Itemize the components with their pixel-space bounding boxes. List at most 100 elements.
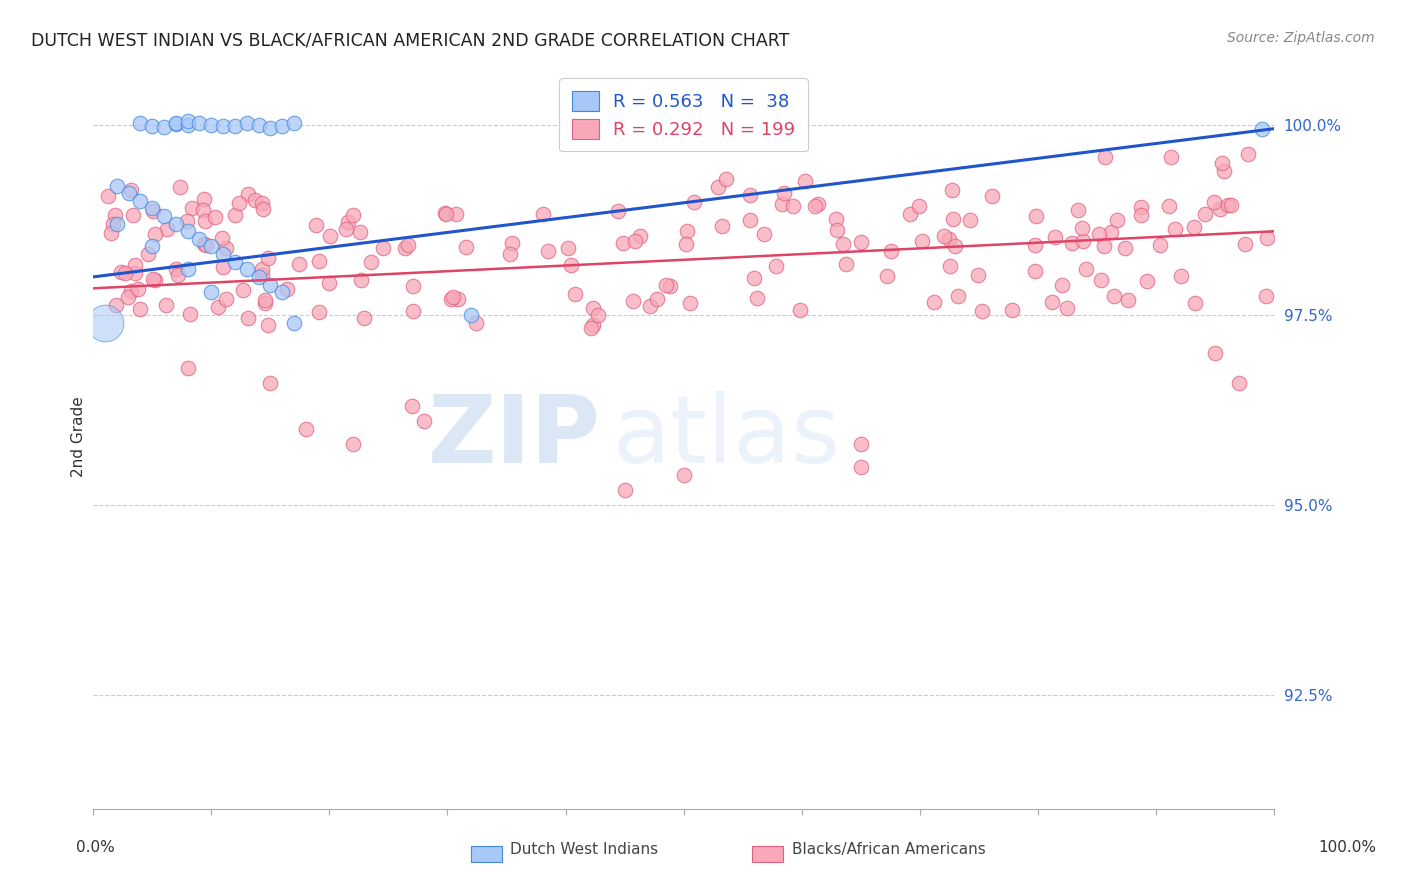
Point [1074,261,1097,276]
Point [794,174,817,188]
Point [441,290,464,304]
Point [1025,209,1047,223]
Point [938,232,960,246]
Point [156,222,179,236]
Point [259,121,281,136]
Point [257,252,280,266]
Point [94,316,117,330]
Point [433,205,456,219]
Point [200,285,222,299]
Point [773,186,796,201]
Point [256,318,278,333]
Point [465,317,488,331]
Point [228,196,250,211]
Point [1251,121,1274,136]
Point [972,303,994,318]
Point [1237,147,1260,161]
Point [193,237,215,252]
Point [194,213,217,227]
Point [911,234,934,248]
Point [176,361,198,376]
Point [401,399,423,413]
Point [941,183,963,197]
Point [1216,198,1239,212]
Point [283,116,305,130]
Point [738,187,761,202]
Point [396,237,419,252]
Point [1163,222,1185,236]
Point [259,277,281,292]
Point [1001,303,1024,318]
Point [807,197,830,211]
Point [308,253,330,268]
Point [501,236,523,251]
Point [169,180,191,194]
Point [165,118,187,132]
Point [1184,296,1206,310]
Point [946,289,969,303]
Point [349,225,371,239]
Point [1024,238,1046,252]
Point [247,269,270,284]
Point [124,266,146,280]
Point [880,244,903,259]
Point [672,467,695,482]
Point [235,116,257,130]
Point [900,206,922,220]
Point [193,192,215,206]
Point [412,414,434,428]
Point [101,217,124,231]
Point [153,209,176,223]
Point [165,116,187,130]
Point [232,283,254,297]
Point [143,227,166,242]
Point [803,199,825,213]
Point [849,235,872,250]
Point [371,241,394,255]
Point [640,299,662,313]
Point [1099,225,1122,239]
Point [537,244,560,259]
Point [188,232,211,246]
Point [127,282,149,296]
Point [254,296,277,310]
Point [250,261,273,276]
Point [212,260,235,274]
Point [460,308,482,322]
Point [236,311,259,326]
Point [105,217,128,231]
Point [1227,376,1250,391]
Text: Blacks/African Americans: Blacks/African Americans [792,842,986,856]
Point [434,207,457,221]
Point [1067,202,1090,217]
Point [1135,274,1157,288]
Point [564,287,586,301]
Point [305,218,328,232]
Point [117,290,139,304]
Point [612,235,634,250]
Point [831,237,853,252]
Point [165,261,187,276]
Point [1092,238,1115,252]
Point [353,311,375,326]
Y-axis label: 2nd Grade: 2nd Grade [72,396,86,477]
Point [1256,231,1278,245]
Point [582,318,605,332]
Text: atlas: atlas [613,391,841,483]
Point [176,213,198,227]
Point [141,120,163,134]
Point [849,459,872,474]
Point [742,270,765,285]
Point [215,241,238,255]
Point [1209,202,1232,216]
Point [245,194,267,208]
Point [586,309,609,323]
Point [142,271,165,285]
Text: DUTCH WEST INDIAN VS BLACK/AFRICAN AMERICAN 2ND GRADE CORRELATION CHART: DUTCH WEST INDIAN VS BLACK/AFRICAN AMERI… [31,31,789,49]
Point [606,203,628,218]
Point [129,116,152,130]
Point [195,237,218,252]
Point [1160,150,1182,164]
Point [283,316,305,330]
Point [252,202,274,216]
